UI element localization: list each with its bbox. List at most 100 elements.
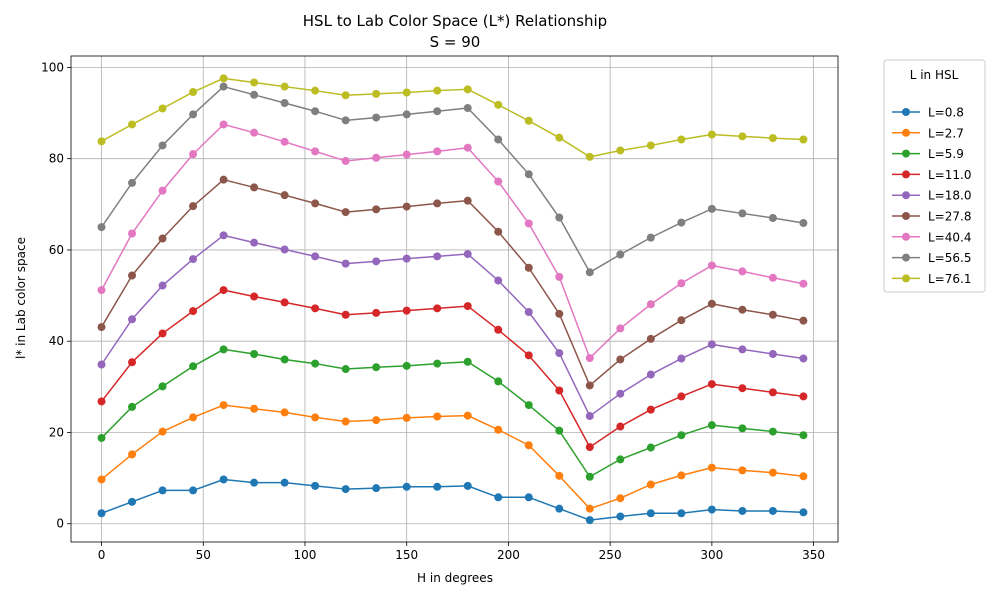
data-point: [738, 345, 747, 354]
data-point: [250, 238, 259, 247]
series-line: [101, 478, 804, 521]
data-point: [402, 88, 411, 97]
series-line: [100, 289, 804, 448]
data-point: [97, 509, 106, 518]
series-line: [101, 404, 804, 510]
data-point: [738, 424, 747, 433]
data-point: [128, 358, 137, 367]
legend-marker: [902, 191, 910, 200]
data-point: [433, 412, 442, 421]
data-point: [402, 413, 411, 422]
data-point: [463, 196, 472, 205]
data-point: [524, 493, 533, 502]
data-point: [311, 413, 320, 422]
legend-label: L=18.0: [928, 189, 971, 203]
data-point: [494, 100, 503, 109]
data-point: [616, 494, 625, 503]
data-point: [158, 281, 167, 290]
data-point: [463, 481, 472, 490]
data-point: [555, 272, 564, 281]
x-tick-label: 200: [497, 548, 520, 562]
series-line: [101, 77, 804, 158]
data-point: [707, 421, 716, 430]
data-point: [372, 308, 381, 317]
x-tick-label: 350: [802, 548, 825, 562]
x-tick-label: 300: [700, 548, 723, 562]
data-point: [524, 351, 533, 360]
data-point: [524, 219, 533, 228]
data-point: [372, 363, 381, 372]
y-axis-label: l* in Lab color space: [14, 237, 28, 359]
y-tick-label: 80: [49, 152, 64, 166]
data-point: [616, 512, 625, 521]
data-point: [128, 315, 137, 324]
data-point: [677, 431, 686, 440]
data-point: [555, 309, 564, 318]
legend-marker: [902, 274, 910, 283]
data-point: [250, 349, 259, 358]
legend: L in HSL L=0.8 L=2.7 L=5.9 L=11.0 L=18.0 L=27…: [883, 59, 986, 293]
legend-marker: [902, 149, 910, 158]
data-point: [738, 132, 747, 141]
data-point: [463, 411, 472, 420]
data-point: [311, 304, 320, 313]
data-point: [768, 349, 777, 358]
data-point: [524, 116, 533, 125]
data-point: [189, 255, 198, 264]
data-point: [524, 170, 533, 179]
data-point: [707, 380, 716, 389]
data-point: [707, 505, 716, 514]
data-point: [585, 381, 594, 390]
data-point: [707, 299, 716, 308]
data-point: [768, 427, 777, 436]
data-point: [646, 405, 655, 414]
data-point: [768, 468, 777, 477]
data-point: [250, 90, 259, 99]
data-point: [677, 135, 686, 144]
data-point: [616, 455, 625, 464]
data-point: [341, 156, 350, 165]
data-point: [250, 292, 259, 301]
data-point: [372, 205, 381, 214]
legend-label: L=2.7: [928, 126, 964, 140]
series-lines: [100, 77, 804, 521]
data-point: [402, 202, 411, 211]
data-point: [768, 134, 777, 143]
data-point: [219, 286, 228, 295]
x-axis-label: H in degrees: [417, 571, 493, 585]
data-point: [585, 412, 594, 421]
data-point: [799, 316, 808, 325]
data-point: [433, 199, 442, 208]
data-point: [341, 259, 350, 268]
data-point: [97, 433, 106, 442]
data-point: [768, 388, 777, 397]
data-point: [189, 362, 198, 371]
data-point: [646, 509, 655, 518]
data-point: [585, 516, 594, 525]
grid-lines: [71, 56, 838, 542]
data-point: [799, 219, 808, 228]
y-tick-label: 0: [56, 517, 64, 531]
data-point: [219, 74, 228, 83]
data-point: [280, 408, 289, 417]
data-point: [97, 223, 106, 232]
data-point: [158, 486, 167, 495]
data-point: [463, 104, 472, 113]
data-point: [494, 493, 503, 502]
data-point: [280, 82, 289, 91]
data-point: [219, 475, 228, 484]
legend-marker: [902, 253, 910, 262]
data-point: [555, 426, 564, 435]
data-point: [707, 130, 716, 139]
data-point: [402, 254, 411, 263]
data-point: [372, 113, 381, 122]
legend-label: L=56.5: [928, 251, 971, 265]
data-point: [585, 268, 594, 277]
data-point: [372, 89, 381, 98]
data-point: [219, 401, 228, 410]
data-point: [341, 485, 350, 494]
data-point: [585, 152, 594, 161]
data-point: [646, 233, 655, 242]
data-point: [799, 392, 808, 401]
data-point: [372, 153, 381, 162]
